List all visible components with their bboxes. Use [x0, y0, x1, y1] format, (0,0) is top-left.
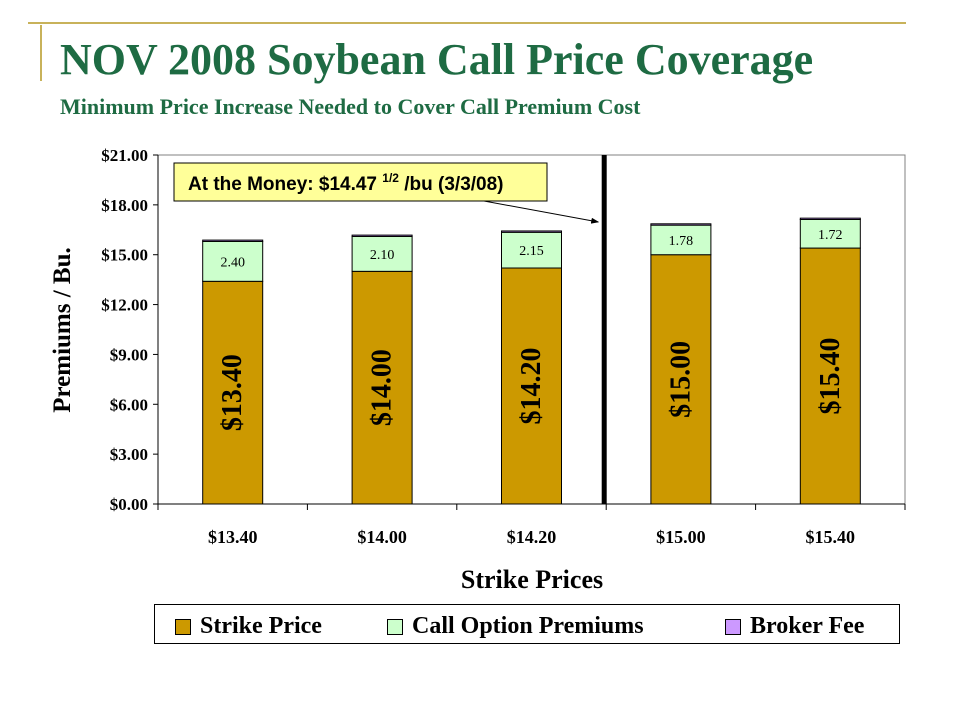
strike-data-label: $14.20 — [516, 348, 547, 425]
title-accent-rule — [40, 25, 42, 81]
premium-data-label: 2.40 — [220, 255, 245, 270]
y-tick-label: $15.00 — [101, 246, 148, 265]
chart-legend: Strike Price Call Option Premiums Broker… — [154, 604, 900, 644]
at-the-money-arrow — [483, 200, 600, 224]
at-the-money-fraction: 1/2 — [382, 171, 399, 185]
legend-label-broker-fee: Broker Fee — [750, 613, 865, 639]
bar-broker-fee — [799, 217, 861, 220]
bar-call-option-premium — [799, 218, 861, 249]
bar-strike-price — [351, 270, 413, 505]
bar-broker-fee — [351, 234, 413, 237]
legend-label-call-option-premiums: Call Option Premiums — [412, 613, 644, 639]
legend-item-broker-fee: Broker Fee — [725, 613, 864, 640]
bar-strike-price — [799, 247, 861, 505]
y-tick-label: $6.00 — [110, 395, 148, 414]
at-the-money-suffix: /bu (3/3/08) — [399, 174, 504, 195]
legend-swatch-strike-price — [175, 618, 191, 635]
bar-call-option-premium — [501, 231, 562, 269]
legend-swatch-call-option-premiums — [387, 618, 403, 635]
bar-call-option-premium — [650, 224, 712, 256]
bar-strike-price — [650, 254, 712, 505]
bar-call-option-premium — [202, 240, 264, 282]
x-tick-label: $14.20 — [507, 527, 557, 547]
page-subtitle: Minimum Price Increase Needed to Cover C… — [60, 94, 641, 119]
at-the-money-text: At the Money: $14.47 1/2 /bu (3/3/08) — [188, 171, 504, 195]
bar-broker-fee — [202, 239, 264, 242]
x-axis-label: Strike Prices — [461, 565, 603, 594]
strike-data-label: $15.40 — [815, 338, 846, 415]
bar-broker-fee — [501, 230, 562, 233]
y-axis-label: Premiums / Bu. — [49, 247, 76, 413]
x-tick-label: $15.40 — [806, 527, 856, 547]
bar-strike-price — [202, 280, 264, 505]
x-tick-label: $13.40 — [208, 527, 258, 547]
y-tick-label: $21.00 — [101, 146, 148, 165]
bar-call-option-premium — [351, 235, 413, 272]
y-tick-label: $12.00 — [101, 296, 148, 315]
strike-data-label: $13.40 — [217, 354, 248, 431]
premium-data-label: 1.78 — [669, 234, 694, 249]
x-tick-label: $14.00 — [357, 527, 407, 547]
legend-swatch-broker-fee — [725, 618, 741, 635]
y-tick-label: $0.00 — [110, 495, 148, 514]
top-rule — [28, 22, 906, 24]
at-the-money-callout — [173, 162, 548, 202]
x-tick-label: $15.00 — [656, 527, 706, 547]
y-tick-label: $9.00 — [110, 345, 148, 364]
bar-broker-fee — [650, 223, 712, 226]
y-tick-label: $18.00 — [101, 196, 148, 215]
legend-item-call-option-premiums: Call Option Premiums — [387, 613, 644, 640]
legend-label-strike-price: Strike Price — [200, 613, 322, 639]
bar-strike-price — [501, 267, 562, 505]
y-tick-label: $3.00 — [110, 445, 148, 464]
premium-data-label: 2.10 — [370, 248, 395, 263]
strike-data-label: $15.00 — [665, 341, 696, 418]
page-title: NOV 2008 Soybean Call Price Coverage — [60, 35, 814, 84]
premium-data-label: 2.15 — [519, 244, 544, 259]
strike-data-label: $14.00 — [367, 349, 398, 426]
premium-data-label: 1.72 — [818, 228, 843, 243]
legend-item-strike-price: Strike Price — [175, 613, 322, 640]
